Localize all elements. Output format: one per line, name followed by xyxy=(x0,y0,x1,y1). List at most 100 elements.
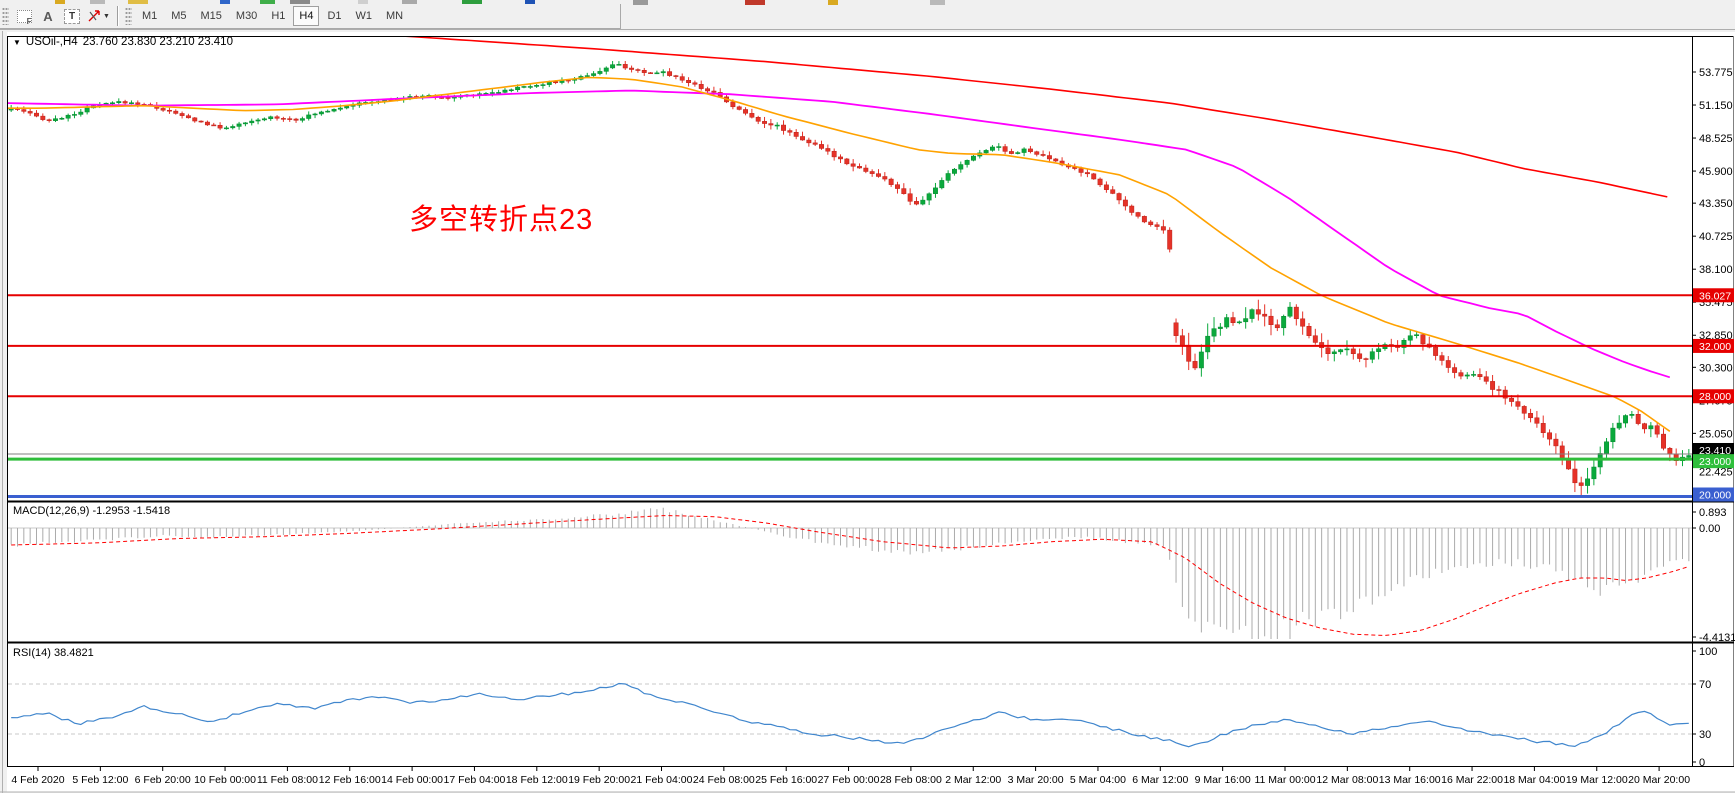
fibonacci-tool-button[interactable]: F xyxy=(14,6,34,26)
chart-text-annotation[interactable]: 多空转折点23 xyxy=(409,204,594,236)
svg-text:21 Feb 04:00: 21 Feb 04:00 xyxy=(631,774,693,786)
svg-text:6 Mar 12:00: 6 Mar 12:00 xyxy=(1132,774,1188,786)
price-axis: 53.775 51.150 48.525 45.900 43.350 40.725 38.1… xyxy=(1692,67,1733,478)
label-a-icon: A xyxy=(43,8,53,24)
svg-text:38.100: 38.100 xyxy=(1699,264,1733,276)
clipped-icon xyxy=(260,0,275,5)
tf-button-H1[interactable]: H1 xyxy=(271,10,286,22)
svg-text:2 Mar 12:00: 2 Mar 12:00 xyxy=(945,774,1001,786)
price-badge-28.000: 28.000 xyxy=(1693,389,1734,404)
chart-title[interactable]: ▼ USOil-,H4 23.760 23.830 23.210 23.410 xyxy=(13,36,233,48)
svg-text:18 Feb 12:00: 18 Feb 12:00 xyxy=(506,774,568,786)
price-badge-32.000: 32.000 xyxy=(1693,338,1734,353)
svg-text:51.150: 51.150 xyxy=(1699,100,1733,112)
arrows-icon xyxy=(88,10,100,22)
rsi-axis: 100 70 30 0 xyxy=(1692,646,1717,769)
svg-text:-4.4131: -4.4131 xyxy=(1699,632,1735,644)
svg-text:53.775: 53.775 xyxy=(1699,67,1733,79)
svg-text:30: 30 xyxy=(1699,729,1711,741)
clipped-icon xyxy=(633,0,648,5)
clipped-icon xyxy=(90,0,105,5)
svg-text:12 Mar 08:00: 12 Mar 08:00 xyxy=(1316,774,1378,786)
svg-text:25 Feb 16:00: 25 Feb 16:00 xyxy=(755,774,817,786)
svg-text:0.893: 0.893 xyxy=(1699,507,1727,519)
clipped-icon xyxy=(462,0,482,5)
tf-button-H4[interactable]: H4 xyxy=(293,6,320,26)
svg-text:16 Mar 22:00: 16 Mar 22:00 xyxy=(1441,774,1503,786)
price-badge-23.000: 23.000 xyxy=(1693,454,1734,469)
svg-text:0: 0 xyxy=(1699,757,1705,769)
ohlc-values: 23.760 23.830 23.210 23.410 xyxy=(82,36,233,48)
clipped-icon xyxy=(402,0,417,5)
tf-button-MN[interactable]: MN xyxy=(386,10,404,22)
svg-text:23.000: 23.000 xyxy=(1699,456,1731,468)
macd-signal-line xyxy=(11,515,1689,636)
time-axis: 4 Feb 2020 5 Feb 12:00 6 Feb 20:00 10 Feb 0… xyxy=(11,766,1690,786)
svg-text:100: 100 xyxy=(1699,646,1717,658)
svg-text:11 Feb 08:00: 11 Feb 08:00 xyxy=(257,774,318,786)
price-badge-36.027: 36.027 xyxy=(1693,288,1734,303)
clipped-icon xyxy=(290,0,310,5)
macd-indicator-label: MACD(12,26,9) -1.2953 -1.5418 xyxy=(13,505,171,517)
svg-text:11 Mar 00:00: 11 Mar 00:00 xyxy=(1254,774,1315,786)
svg-text:20 Mar 20:00: 20 Mar 20:00 xyxy=(1628,774,1690,786)
svg-text:12 Feb 16:00: 12 Feb 16:00 xyxy=(319,774,381,786)
fibo-icon: F xyxy=(16,9,32,26)
chart-dropdown-icon[interactable]: ▼ xyxy=(13,37,21,47)
tf-button-W1[interactable]: W1 xyxy=(355,10,373,22)
arrows-dropdown-button[interactable]: ▼ xyxy=(86,6,111,26)
clipped-icon xyxy=(358,0,368,5)
svg-text:28 Feb 08:00: 28 Feb 08:00 xyxy=(880,774,942,786)
clipped-icon xyxy=(525,0,535,5)
svg-text:19 Feb 20:00: 19 Feb 20:00 xyxy=(568,774,630,786)
toolbar-separator xyxy=(116,6,119,26)
text-icon: T xyxy=(64,8,80,24)
rsi-line xyxy=(11,682,1689,748)
svg-text:30.300: 30.300 xyxy=(1699,362,1733,374)
clipped-icon xyxy=(220,0,230,5)
text-tool-button[interactable]: T xyxy=(62,6,82,26)
svg-text:36.027: 36.027 xyxy=(1699,290,1731,302)
svg-text:4 Feb 2020: 4 Feb 2020 xyxy=(11,774,64,786)
svg-text:17 Feb 04:00: 17 Feb 04:00 xyxy=(444,774,506,786)
svg-text:14 Feb 00:00: 14 Feb 00:00 xyxy=(381,774,443,786)
svg-text:10 Feb 00:00: 10 Feb 00:00 xyxy=(194,774,256,786)
svg-text:40.725: 40.725 xyxy=(1699,231,1733,243)
tf-button-D1[interactable]: D1 xyxy=(327,10,342,22)
price-badge-20.000: 20.000 xyxy=(1693,487,1734,502)
svg-text:24 Feb 08:00: 24 Feb 08:00 xyxy=(693,774,755,786)
svg-text:28.000: 28.000 xyxy=(1699,391,1731,403)
svg-text:70: 70 xyxy=(1699,679,1711,691)
svg-text:25.050: 25.050 xyxy=(1699,428,1733,440)
symbol-timeframe: USOil-,H4 xyxy=(25,36,78,48)
svg-text:3 Mar 20:00: 3 Mar 20:00 xyxy=(1008,774,1064,786)
clipped-icon xyxy=(55,0,65,5)
svg-text:5 Mar 04:00: 5 Mar 04:00 xyxy=(1070,774,1126,786)
svg-text:27 Feb 00:00: 27 Feb 00:00 xyxy=(818,774,880,786)
svg-text:45.900: 45.900 xyxy=(1699,166,1733,178)
timeframe-buttons: M1 M5 M15 M30 H1 H4 D1 W1 MN xyxy=(135,6,410,26)
chevron-down-icon: ▼ xyxy=(103,12,110,20)
timeframe-grip[interactable] xyxy=(124,7,132,25)
svg-text:0.00: 0.00 xyxy=(1699,523,1720,535)
svg-text:19 Mar 12:00: 19 Mar 12:00 xyxy=(1566,774,1628,786)
svg-text:18 Mar 04:00: 18 Mar 04:00 xyxy=(1503,774,1565,786)
tf-button-M5[interactable]: M5 xyxy=(171,10,187,22)
clipped-icon xyxy=(745,0,765,5)
svg-text:20.000: 20.000 xyxy=(1699,490,1731,502)
svg-text:9 Mar 16:00: 9 Mar 16:00 xyxy=(1195,774,1251,786)
clipped-toolbar-icons xyxy=(0,0,1000,6)
tf-button-M30[interactable]: M30 xyxy=(235,10,258,22)
clipped-icon xyxy=(128,0,148,5)
toolbar-grip[interactable] xyxy=(2,7,9,25)
macd-histogram xyxy=(10,507,1690,639)
svg-text:23.410: 23.410 xyxy=(1699,445,1731,457)
clipped-icon xyxy=(930,0,945,5)
arrow-label-button[interactable]: A xyxy=(38,6,58,26)
tf-button-M15[interactable]: M15 xyxy=(200,10,222,22)
tf-button-M1[interactable]: M1 xyxy=(141,10,158,22)
svg-text:32.000: 32.000 xyxy=(1699,341,1731,353)
svg-text:13 Mar 16:00: 13 Mar 16:00 xyxy=(1379,774,1441,786)
